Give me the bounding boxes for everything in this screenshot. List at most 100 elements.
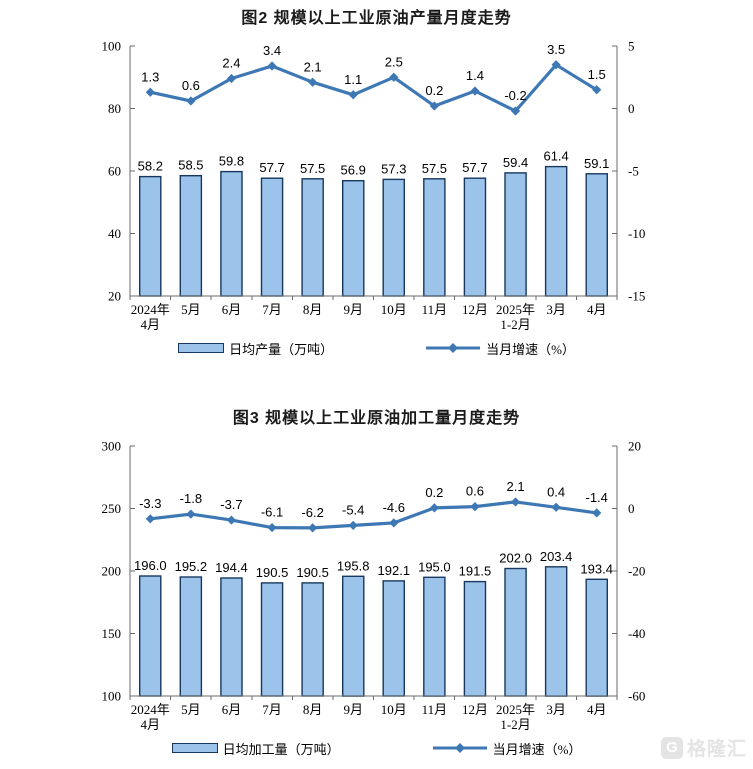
svg-text:2025年: 2025年 [496, 702, 535, 717]
legend-label-monthly-growth: 当月增速（%） [486, 341, 575, 357]
svg-text:5月: 5月 [181, 302, 201, 317]
svg-text:-60: -60 [628, 689, 645, 704]
svg-text:195.2: 195.2 [175, 559, 208, 574]
svg-text:57.5: 57.5 [422, 161, 447, 176]
svg-text:20: 20 [108, 289, 121, 304]
legend-item-daily-processing: 日均加工量（万吨） [171, 739, 340, 758]
svg-text:150: 150 [102, 626, 122, 641]
svg-text:-20: -20 [628, 564, 645, 579]
legend-processing: 日均加工量（万吨） 当月增速（%） [0, 736, 753, 760]
svg-text:8月: 8月 [303, 702, 323, 717]
svg-text:3.5: 3.5 [547, 42, 565, 57]
svg-text:3.4: 3.4 [263, 43, 281, 58]
svg-text:6月: 6月 [222, 302, 242, 317]
chart-title-processing: 图3 规模以上工业原油加工量月度走势 [232, 410, 521, 427]
svg-text:202.0: 202.0 [499, 551, 532, 566]
svg-text:3月: 3月 [546, 702, 566, 717]
svg-text:10月: 10月 [381, 302, 407, 317]
svg-text:3月: 3月 [546, 302, 566, 317]
svg-text:11月: 11月 [422, 702, 448, 717]
svg-text:2.4: 2.4 [222, 56, 240, 71]
svg-text:100: 100 [102, 39, 122, 54]
gelonghui-logo-icon: G [660, 736, 683, 759]
svg-text:250: 250 [102, 501, 122, 516]
production-chart-plot: 58.2 58.5 59.8 57.7 57.5 56.9 57.3 57.5 57.7 59.4… [102, 39, 646, 333]
svg-text:60: 60 [108, 164, 121, 179]
chart-title-production: 图2 规模以上工业原油产量月度走势 [241, 10, 512, 27]
svg-text:190.5: 190.5 [296, 565, 329, 580]
svg-text:57.3: 57.3 [381, 161, 406, 176]
svg-text:0.4: 0.4 [547, 484, 565, 499]
svg-text:0.6: 0.6 [182, 78, 200, 93]
svg-text:4月: 4月 [587, 702, 607, 717]
svg-text:57.7: 57.7 [462, 160, 487, 175]
svg-text:-40: -40 [628, 626, 645, 641]
svg-text:200: 200 [102, 564, 122, 579]
svg-text:190.5: 190.5 [256, 565, 289, 580]
svg-text:12月: 12月 [462, 702, 488, 717]
svg-text:12月: 12月 [462, 302, 488, 317]
svg-text:59.1: 59.1 [584, 156, 609, 171]
svg-text:0: 0 [628, 501, 635, 516]
svg-text:-3.7: -3.7 [220, 497, 242, 512]
svg-text:2.1: 2.1 [507, 479, 525, 494]
svg-text:2.5: 2.5 [385, 54, 403, 69]
svg-text:5月: 5月 [181, 702, 201, 717]
svg-text:7月: 7月 [262, 702, 282, 717]
svg-text:61.4: 61.4 [543, 149, 568, 164]
chart-block-crude-oil-processing: 图3 规模以上工业原油加工量月度走势 196.0 195.2 194.4 190.5 1… [0, 360, 753, 760]
svg-text:-6.1: -6.1 [261, 505, 283, 520]
chart-block-crude-oil-production: 图2 规模以上工业原油产量月度走势 58.2 58.5 59.8 57.7 57.5 56… [0, 0, 753, 360]
svg-text:-0.2: -0.2 [504, 88, 526, 103]
svg-text:100: 100 [102, 689, 122, 704]
svg-text:194.4: 194.4 [215, 560, 248, 575]
svg-text:80: 80 [108, 101, 121, 116]
svg-text:4月: 4月 [141, 717, 161, 732]
svg-text:0.2: 0.2 [425, 83, 443, 98]
svg-text:-5.4: -5.4 [342, 502, 364, 517]
svg-text:58.2: 58.2 [138, 159, 163, 174]
svg-text:56.9: 56.9 [341, 163, 366, 178]
legend-label-daily-output: 日均产量（万吨） [229, 341, 334, 357]
svg-text:59.4: 59.4 [503, 155, 528, 170]
svg-text:4月: 4月 [587, 302, 607, 317]
svg-text:11月: 11月 [422, 302, 448, 317]
svg-text:195.8: 195.8 [337, 558, 370, 573]
svg-text:193.4: 193.4 [580, 561, 613, 576]
svg-text:40: 40 [108, 226, 121, 241]
watermark-gelonghui: G 格隆汇 [660, 734, 747, 761]
svg-text:191.5: 191.5 [459, 564, 492, 579]
svg-text:300: 300 [102, 439, 122, 454]
line-series-swatch-icon [432, 743, 487, 753]
svg-text:57.5: 57.5 [300, 161, 325, 176]
svg-text:0.6: 0.6 [466, 484, 484, 499]
processing-chart-plot: 196.0 195.2 194.4 190.5 190.5 195.8 192.1 195.0… [102, 439, 646, 733]
svg-text:203.4: 203.4 [540, 549, 573, 564]
svg-text:0.2: 0.2 [425, 485, 443, 500]
svg-text:-5: -5 [628, 164, 639, 179]
svg-text:2.1: 2.1 [304, 59, 322, 74]
svg-text:-4.6: -4.6 [383, 500, 405, 515]
line-series-swatch-icon [426, 343, 481, 353]
legend-item-daily-output: 日均产量（万吨） [178, 339, 333, 358]
svg-text:-3.3: -3.3 [139, 496, 161, 511]
svg-text:2024年: 2024年 [131, 302, 170, 317]
legend-label-daily-processing: 日均加工量（万吨） [222, 741, 340, 757]
legend-item-monthly-growth: 当月增速（%） [432, 739, 581, 758]
svg-text:196.0: 196.0 [134, 558, 167, 573]
svg-text:-1.4: -1.4 [586, 490, 608, 505]
legend-production: 日均产量（万吨） 当月增速（%） [0, 336, 753, 360]
svg-text:1.5: 1.5 [588, 67, 606, 82]
svg-text:9月: 9月 [343, 302, 363, 317]
svg-text:-15: -15 [628, 289, 645, 304]
watermark-brand-text: 格隆汇 [686, 739, 747, 760]
svg-text:58.5: 58.5 [178, 158, 203, 173]
svg-text:-1.8: -1.8 [180, 491, 202, 506]
bar-series-swatch-icon [171, 743, 218, 753]
svg-text:1-2月: 1-2月 [500, 317, 530, 332]
svg-text:0: 0 [628, 101, 635, 116]
svg-text:195.0: 195.0 [418, 559, 451, 574]
svg-text:-10: -10 [628, 226, 645, 241]
svg-text:57.7: 57.7 [259, 160, 284, 175]
